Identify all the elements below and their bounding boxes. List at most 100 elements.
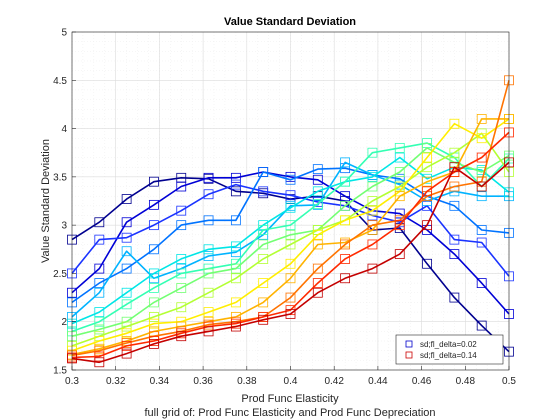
- data-point-marker: [203, 244, 214, 255]
- series-line: [71, 142, 510, 333]
- data-point-marker: [394, 167, 405, 177]
- data-point-marker: [449, 249, 460, 260]
- data-point-marker: [149, 176, 159, 187]
- data-point-marker: [94, 287, 105, 298]
- series-line: [71, 161, 510, 364]
- data-point-marker: [149, 199, 159, 210]
- data-point-marker: [121, 287, 132, 298]
- data-point-marker: [285, 292, 296, 303]
- data-point-marker: [449, 162, 460, 173]
- x-axis: 0.3 0.32 0.34 0.36 0.38 0.4 0.42 0.44 0.46 0.48 0.…: [65, 366, 516, 387]
- x-tick-label: 0.36: [193, 376, 213, 387]
- data-point-marker: [203, 189, 214, 200]
- data-point-marker: [203, 172, 214, 183]
- data-point-marker: [367, 205, 378, 216]
- legend-marker-delta-0.02: [405, 340, 413, 348]
- series-line: [71, 177, 510, 353]
- data-point-marker: [230, 172, 241, 183]
- data-point-marker: [121, 232, 132, 243]
- data-point-marker: [312, 186, 323, 197]
- data-point-marker: [230, 179, 241, 190]
- x-tick-label: 0.5: [502, 376, 516, 387]
- data-point-marker: [367, 196, 378, 206]
- data-point-marker: [312, 174, 323, 185]
- data-point-marker: [312, 198, 323, 209]
- data-point-marker: [394, 142, 405, 153]
- y-axis: 1.5 2 2.5 3 3.5 4 4.5 5: [53, 28, 76, 377]
- data-point-marker: [176, 331, 187, 342]
- x-tick-label: 0.3: [65, 376, 79, 387]
- y-tick-label: 3: [61, 221, 67, 232]
- data-point-marker: [394, 249, 405, 260]
- series-line: [71, 167, 510, 304]
- data-point-marker: [121, 340, 132, 351]
- data-point-marker: [203, 251, 214, 261]
- data-point-marker: [285, 202, 296, 213]
- x-axis-title: Prod Func Elasticity: [241, 393, 339, 405]
- series-line: [71, 171, 510, 315]
- data-point-marker: [449, 200, 460, 211]
- data-point-marker: [340, 215, 351, 226]
- data-point-marker: [258, 225, 269, 235]
- data-point-marker: [121, 246, 132, 257]
- data-point-marker: [422, 258, 432, 269]
- data-point-marker: [258, 278, 269, 288]
- data-point-marker: [476, 320, 487, 331]
- data-point-marker: [94, 234, 105, 245]
- data-point-marker: [312, 263, 323, 274]
- data-point-marker: [422, 152, 432, 163]
- series-line: [71, 183, 510, 277]
- data-point-marker: [94, 217, 105, 228]
- data-point-marker: [285, 229, 296, 240]
- x-tick-label: 0.4: [284, 376, 298, 387]
- data-point-marker: [367, 181, 378, 192]
- data-point-marker: [285, 174, 296, 185]
- data-point-marker: [176, 302, 187, 313]
- data-point-marker: [203, 326, 214, 337]
- data-point-marker: [149, 244, 159, 255]
- data-point-marker: [476, 191, 487, 202]
- data-point-marker: [312, 239, 323, 250]
- data-point-marker: [367, 263, 378, 274]
- data-point-marker: [176, 205, 187, 216]
- data-point-marker: [176, 254, 187, 264]
- series-line: [71, 131, 510, 359]
- data-point-marker: [258, 254, 269, 264]
- x-tick-label: 0.42: [324, 376, 344, 387]
- series-line: [71, 118, 510, 352]
- y-tick-label: 2.5: [53, 269, 67, 280]
- x-tick-label: 0.34: [150, 376, 170, 387]
- data-point-marker: [203, 307, 214, 317]
- data-point-marker: [149, 311, 159, 322]
- x-tick-label: 0.48: [456, 376, 476, 387]
- series-line: [71, 132, 510, 347]
- data-point-marker: [258, 167, 269, 177]
- data-point-marker: [230, 263, 241, 274]
- series-2: [67, 179, 514, 282]
- data-point-marker: [312, 229, 323, 240]
- y-tick-label: 5: [61, 28, 67, 39]
- data-point-marker: [94, 345, 105, 356]
- data-point-marker: [230, 215, 241, 226]
- data-point-marker: [285, 220, 296, 231]
- data-point-marker: [203, 287, 214, 298]
- series-line: [71, 118, 509, 356]
- data-point-marker: [230, 186, 241, 197]
- data-point-marker: [258, 186, 269, 197]
- data-point-marker: [340, 176, 351, 187]
- data-point-marker: [121, 194, 132, 204]
- data-point-marker: [258, 239, 269, 250]
- data-point-marker: [121, 328, 132, 339]
- data-point-marker: [94, 351, 105, 362]
- series-line: [71, 156, 510, 325]
- data-point-marker: [476, 237, 487, 248]
- x-tick-label: 0.44: [368, 376, 388, 387]
- data-point-marker: [367, 239, 378, 250]
- data-point-marker: [476, 167, 487, 177]
- data-point-marker: [449, 118, 460, 129]
- data-point-marker: [121, 299, 132, 310]
- data-point-marker: [285, 309, 296, 319]
- data-point-marker: [394, 220, 405, 231]
- data-point-marker: [149, 268, 159, 279]
